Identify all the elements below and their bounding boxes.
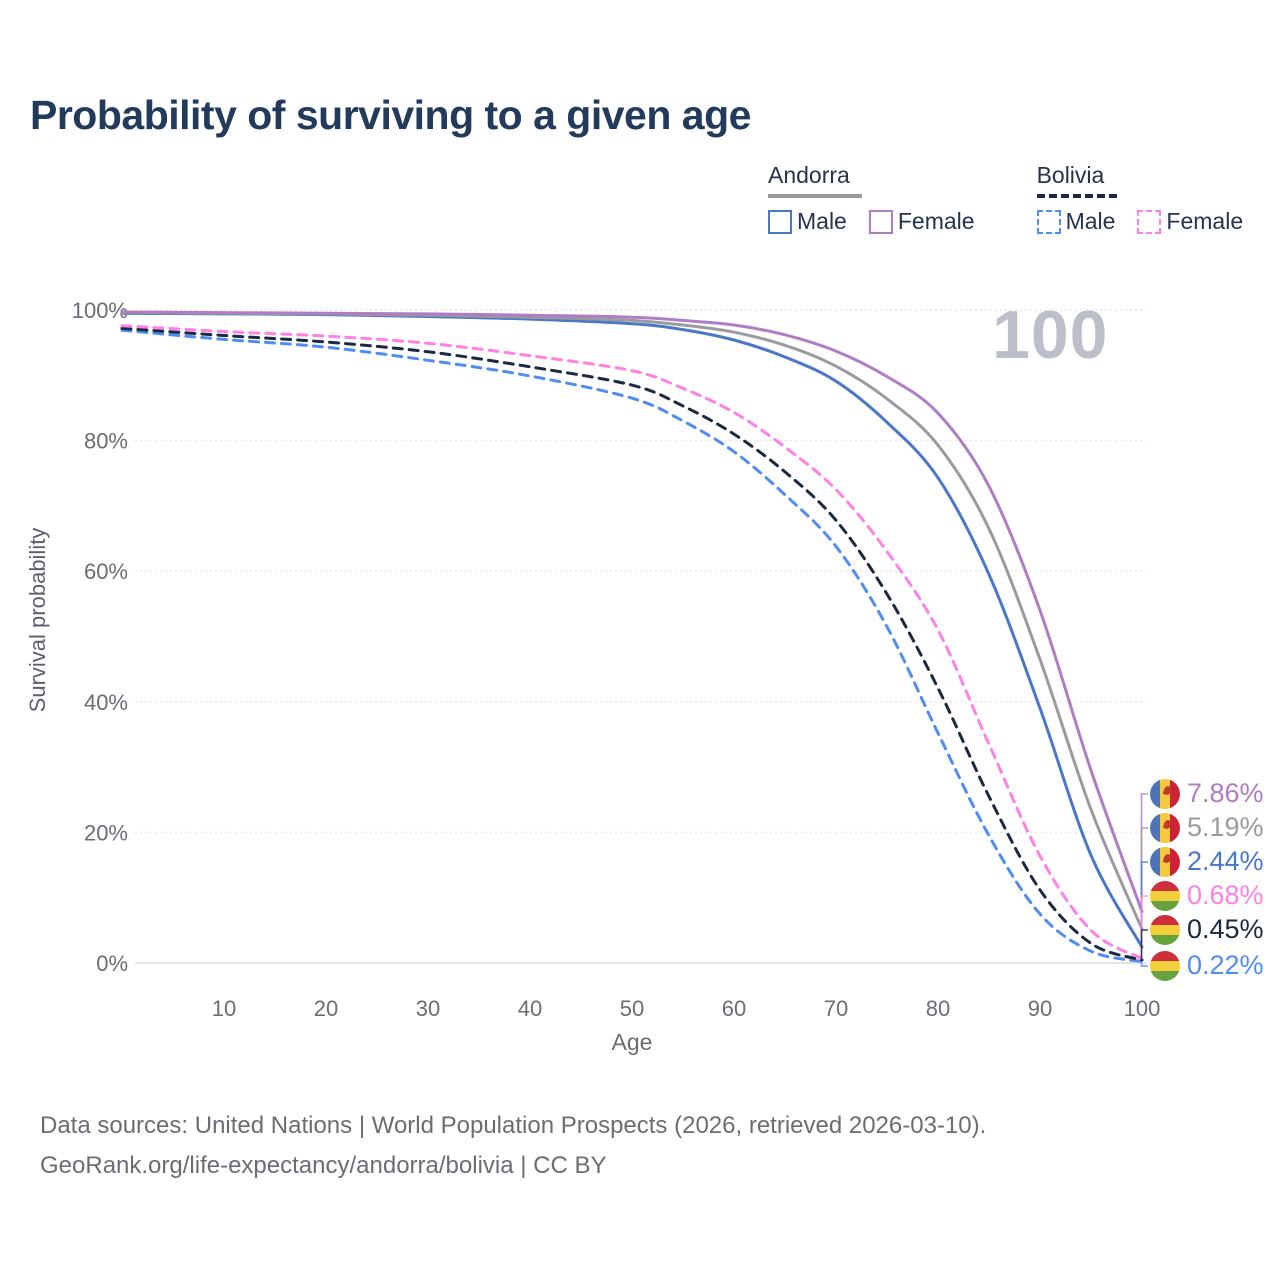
y-tick-100%: 100% (72, 298, 128, 323)
andorra-coat-of-arms (1162, 853, 1173, 865)
y-tick-40%: 40% (84, 690, 128, 715)
legend-label-andorra-female: Female (897, 208, 975, 234)
x-tick-50: 50 (620, 996, 644, 1021)
y-tick-0%: 0% (96, 951, 128, 976)
bolivia-flag-icon (1150, 950, 1180, 981)
footer-data-sources: Data sources: United Nations | World Pop… (40, 1112, 987, 1139)
end-label-row-andorra-male: 2.44% (1150, 846, 1264, 877)
end-label-connector-7.86% (1140, 793, 1148, 912)
andorra-female-checkbox[interactable] (868, 209, 893, 234)
end-value-bolivia-female: 0.68% (1187, 880, 1264, 910)
series-line-bolivia-male (120, 328, 1144, 964)
y-tick-80%: 80% (84, 429, 128, 454)
end-label-row-bolivia-female: 0.68% (1150, 880, 1264, 911)
end-label-connector-0.45% (1140, 929, 1148, 961)
end-label-row-andorra-female: 7.86% (1150, 778, 1264, 809)
end-value-andorra-both-sexes-: 5.19% (1187, 812, 1264, 842)
end-label-row-andorra-both-sexes-: 5.19% (1150, 812, 1264, 843)
footer: Data sources: United Nations | World Pop… (40, 1106, 986, 1186)
legend-country-andorra[interactable]: Andorra (768, 162, 850, 188)
series-line-bolivia-both-sexes- (120, 326, 1144, 962)
bolivia-combined-line-swatch (1036, 194, 1117, 198)
series-line-andorra-both-sexes- (120, 311, 1144, 931)
x-tick-30: 30 (416, 996, 440, 1021)
x-tick-90: 90 (1028, 996, 1052, 1021)
end-label-connector-0.22% (1140, 961, 1148, 967)
legend-group-andorra: Andorra Male Female (768, 162, 975, 235)
legend-label-bolivia-female: Female (1166, 208, 1244, 234)
end-label-connector-2.44% (1140, 861, 1148, 948)
series-line-andorra-female (120, 310, 1144, 914)
y-tick-60%: 60% (84, 559, 128, 584)
legend: Andorra Male Female Bolivia (768, 162, 1243, 235)
bolivia-female-checkbox[interactable] (1137, 209, 1162, 234)
end-value-andorra-male: 2.44% (1187, 846, 1264, 876)
chart-title: Probability of surviving to a given age (30, 92, 751, 138)
x-axis-label: Age (612, 1029, 653, 1055)
legend-label-bolivia-male: Male (1065, 208, 1116, 234)
andorra-flag-icon (1150, 846, 1180, 877)
end-label-row-bolivia-both-sexes-: 0.45% (1150, 914, 1264, 945)
legend-group-bolivia: Bolivia Male Female (1036, 162, 1243, 235)
x-tick-80: 80 (926, 996, 950, 1021)
andorra-flag-icon (1150, 778, 1180, 809)
andorra-flag-icon (1150, 812, 1180, 843)
legend-country-bolivia[interactable]: Bolivia (1036, 162, 1105, 188)
x-tick-70: 70 (824, 996, 848, 1021)
bolivia-male-checkbox[interactable] (1036, 209, 1061, 234)
y-axis-label: Survival probability (25, 528, 50, 713)
y-tick-20%: 20% (84, 820, 128, 845)
andorra-coat-of-arms (1162, 819, 1173, 831)
x-tick-20: 20 (314, 996, 338, 1021)
legend-item-andorra-male[interactable]: Male (768, 208, 847, 235)
bolivia-flag-icon (1150, 880, 1180, 911)
x-tick-10: 10 (212, 996, 236, 1021)
legend-item-bolivia-male[interactable]: Male (1036, 208, 1116, 235)
andorra-combined-line-swatch (768, 194, 862, 198)
end-value-andorra-female: 7.86% (1187, 778, 1264, 808)
legend-label-andorra-male: Male (797, 208, 847, 234)
end-label-row-bolivia-male: 0.22% (1150, 950, 1264, 981)
andorra-coat-of-arms (1162, 785, 1173, 797)
series-line-bolivia-female (120, 324, 1144, 961)
legend-item-bolivia-female[interactable]: Female (1137, 208, 1243, 235)
end-label-connector-5.19% (1140, 827, 1148, 930)
bolivia-flag-icon (1150, 914, 1180, 945)
legend-item-andorra-female[interactable]: Female (868, 208, 975, 235)
end-value-bolivia-male: 0.22% (1187, 950, 1264, 980)
series-line-andorra-male (120, 311, 1144, 949)
x-tick-100: 100 (1124, 996, 1161, 1021)
footer-attribution: GeoRank.org/life-expectancy/andorra/boli… (40, 1152, 607, 1179)
end-value-bolivia-both-sexes-: 0.45% (1187, 914, 1264, 944)
andorra-male-checkbox[interactable] (768, 209, 792, 234)
x-tick-40: 40 (518, 996, 542, 1021)
x-tick-60: 60 (722, 996, 746, 1021)
